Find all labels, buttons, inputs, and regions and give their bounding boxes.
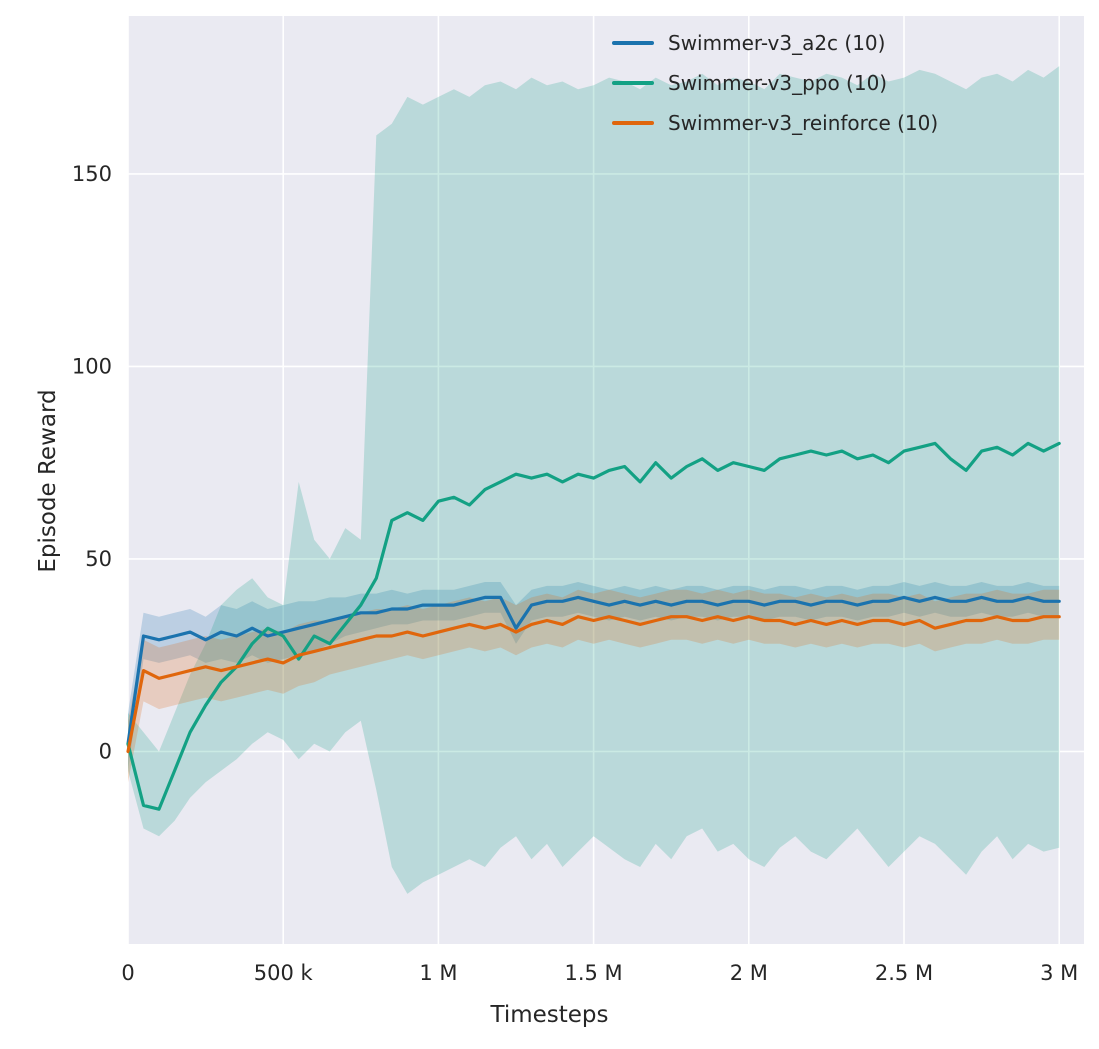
x-tick-label: 2.5 M xyxy=(875,961,933,985)
x-tick-label: 2 M xyxy=(730,961,768,985)
band-2 xyxy=(128,589,1060,783)
legend-label-ppo: Swimmer-v3_ppo (10) xyxy=(668,71,888,95)
legend-label-a2c: Swimmer-v3_a2c (10) xyxy=(668,31,886,55)
legend-item-a2c: Swimmer-v3_a2c (10) xyxy=(612,30,938,56)
legend-swatch-ppo xyxy=(612,81,654,85)
x-tick-label: 3 M xyxy=(1040,961,1078,985)
line-1 xyxy=(126,441,1061,811)
x-axis-label: Timesteps xyxy=(490,1002,609,1028)
legend-swatch-a2c xyxy=(612,41,654,45)
x-tick-label: 1.5 M xyxy=(564,961,622,985)
y-tick-label: 100 xyxy=(72,354,112,378)
legend: Swimmer-v3_a2c (10) Swimmer-v3_ppo (10) … xyxy=(612,30,938,136)
legend-item-ppo: Swimmer-v3_ppo (10) xyxy=(612,70,938,96)
x-tick-label: 0 xyxy=(121,961,134,985)
legend-label-reinforce: Swimmer-v3_reinforce (10) xyxy=(668,111,939,135)
band-1 xyxy=(128,66,1060,894)
y-tick-label: 150 xyxy=(72,162,112,186)
y-axis-label: Episode Reward xyxy=(35,389,61,573)
x-tick-label: 1 M xyxy=(419,961,457,985)
band-0 xyxy=(128,582,1060,771)
line-2 xyxy=(126,615,1061,754)
legend-item-reinforce: Swimmer-v3_reinforce (10) xyxy=(612,110,938,136)
legend-swatch-reinforce xyxy=(612,121,654,125)
plot-background xyxy=(128,16,1084,944)
y-tick-label: 50 xyxy=(85,547,112,571)
line-0 xyxy=(126,595,1061,746)
y-tick-label: 0 xyxy=(99,740,112,764)
x-tick-label: 500 k xyxy=(254,961,314,985)
